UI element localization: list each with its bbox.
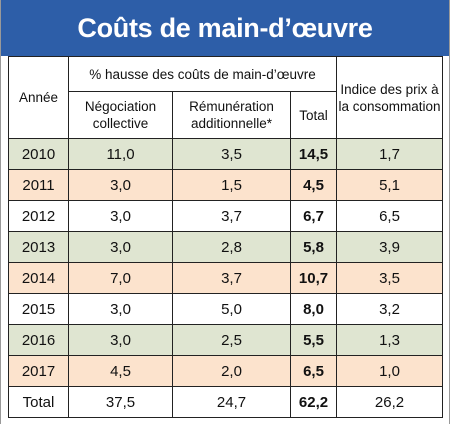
labor-cost-table: Année % hausse des coûts de main-d’œuvre… <box>8 56 444 418</box>
header-total: Total <box>289 91 338 139</box>
cell-index: 1,7 <box>336 138 444 170</box>
cell-total: 14,5 <box>289 138 338 170</box>
cell-total: 62,2 <box>289 386 338 418</box>
cell-index: 26,2 <box>336 386 444 418</box>
cell-index: 3,9 <box>336 231 444 263</box>
table-row: 2015 3,0 5,0 8,0 3,2 <box>8 293 444 325</box>
header-year: Année <box>8 56 69 139</box>
cell-remuneration: 2,0 <box>172 355 291 387</box>
cell-year: 2012 <box>8 200 69 232</box>
cell-negotiation: 4,5 <box>68 355 173 387</box>
cell-year: 2010 <box>8 138 69 170</box>
cell-index: 1,0 <box>336 355 444 387</box>
table-row: 2013 3,0 2,8 5,8 3,9 <box>8 231 444 263</box>
cell-remuneration: 24,7 <box>172 386 291 418</box>
cell-remuneration: 3,7 <box>172 262 291 294</box>
cell-remuneration: 3,7 <box>172 200 291 232</box>
cell-index: 5,1 <box>336 169 444 201</box>
table-row: Total 37,5 24,7 62,2 26,2 <box>8 386 444 418</box>
header-index: Indice des prix à la consommation <box>336 56 444 139</box>
cell-negotiation: 3,0 <box>68 169 173 201</box>
cell-index: 1,3 <box>336 324 444 356</box>
cell-total: 4,5 <box>289 169 338 201</box>
cell-total: 5,5 <box>289 324 338 356</box>
header-remuneration: Rémunération additionnelle* <box>172 91 291 139</box>
title: Coûts de main-d’œuvre <box>1 0 449 56</box>
cell-year: 2011 <box>8 169 69 201</box>
cell-remuneration: 3,5 <box>172 138 291 170</box>
table-row: 2014 7,0 3,7 10,7 3,5 <box>8 262 444 294</box>
cell-negotiation: 7,0 <box>68 262 173 294</box>
cell-negotiation: 37,5 <box>68 386 173 418</box>
cell-year: 2013 <box>8 231 69 263</box>
cell-total: 6,5 <box>289 355 338 387</box>
cell-year: Total <box>8 386 69 418</box>
cell-year: 2016 <box>8 324 69 356</box>
cell-year: 2014 <box>8 262 69 294</box>
cell-total: 6,7 <box>289 200 338 232</box>
table-row: 2012 3,0 3,7 6,7 6,5 <box>8 200 444 232</box>
cell-negotiation: 3,0 <box>68 200 173 232</box>
table-row: 2011 3,0 1,5 4,5 5,1 <box>8 169 444 201</box>
cell-index: 3,5 <box>336 262 444 294</box>
cell-remuneration: 2,8 <box>172 231 291 263</box>
table-row: 2010 11,0 3,5 14,5 1,7 <box>8 138 444 170</box>
cell-total: 5,8 <box>289 231 338 263</box>
cell-total: 10,7 <box>289 262 338 294</box>
cell-negotiation: 3,0 <box>68 231 173 263</box>
cell-remuneration: 1,5 <box>172 169 291 201</box>
cell-year: 2017 <box>8 355 69 387</box>
table-row: 2017 4,5 2,0 6,5 1,0 <box>8 355 444 387</box>
cell-remuneration: 2,5 <box>172 324 291 356</box>
cell-year: 2015 <box>8 293 69 325</box>
cell-negotiation: 11,0 <box>68 138 173 170</box>
cell-index: 3,2 <box>336 293 444 325</box>
cell-negotiation: 3,0 <box>68 324 173 356</box>
header-group: % hausse des coûts de main-d’œuvre <box>67 56 338 92</box>
cell-index: 6,5 <box>336 200 444 232</box>
cell-remuneration: 5,0 <box>172 293 291 325</box>
cell-negotiation: 3,0 <box>68 293 173 325</box>
table-row: 2016 3,0 2,5 5,5 1,3 <box>8 324 444 356</box>
header-negotiation: Négociation collective <box>68 91 173 139</box>
cell-total: 8,0 <box>289 293 338 325</box>
